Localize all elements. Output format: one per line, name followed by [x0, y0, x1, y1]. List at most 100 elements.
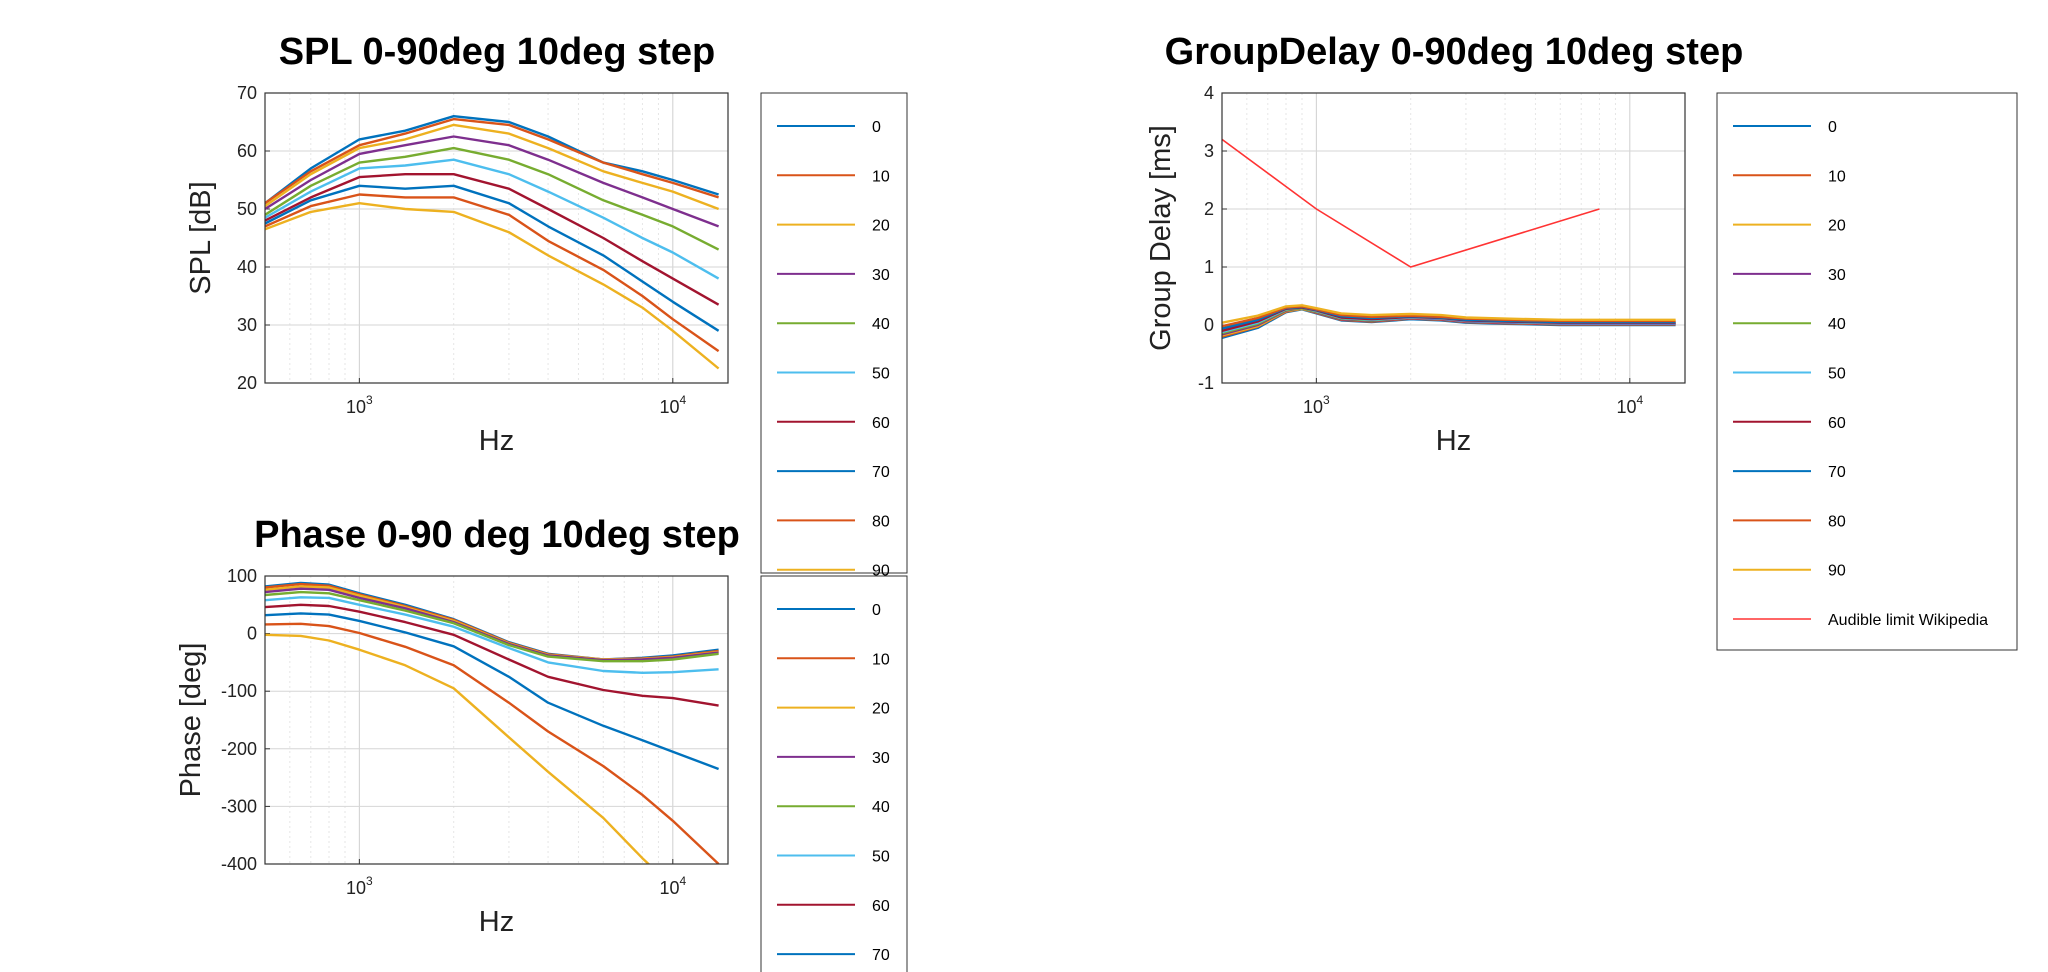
- spl-plot-area: [265, 93, 728, 383]
- gd-xtick-label: 103: [1303, 393, 1330, 417]
- gd-legend-label: 40: [1828, 316, 1846, 333]
- phase-axes-frame: [264, 575, 729, 865]
- spl-axes-frame: [264, 92, 729, 384]
- spl-series-30: [265, 135, 720, 228]
- phase-legend-label: 60: [872, 898, 890, 915]
- spl-legend: 0 10 20 30 40 50 60 70 80 90: [760, 92, 908, 580]
- gd-legend-label: 50: [1828, 366, 1846, 383]
- phase-series-80: [265, 622, 720, 864]
- phase-ytick-label: -400: [221, 854, 257, 874]
- spl-legend-label: 0: [872, 119, 881, 136]
- gd-xtick-base: 10: [1616, 397, 1636, 417]
- phase-xtick-label: 104: [659, 874, 686, 898]
- spl-xlabel: Hz: [479, 425, 514, 457]
- phase-legend-label: 10: [872, 651, 890, 668]
- gd-series-audible-limit: [1222, 138, 1600, 268]
- spl-legend-box: [760, 92, 908, 574]
- spl-series-0: [265, 114, 719, 205]
- spl-series-80: [265, 193, 720, 353]
- spl-ytick-label: 60: [237, 141, 257, 161]
- phase-chart: Phase 0-90 deg 10deg step -400 -300 -200 -10…: [175, 514, 908, 972]
- phase-xtick-base: 10: [346, 878, 366, 898]
- gd-legend-label: 0: [1828, 119, 1837, 136]
- gd-xlabel: Hz: [1436, 425, 1471, 457]
- phase-grid: [265, 576, 728, 864]
- spl-ytick-label: 70: [237, 83, 257, 103]
- gd-title: GroupDelay 0-90deg 10deg step: [1165, 31, 1744, 73]
- spl-ytick-label: 50: [237, 199, 257, 219]
- spl-series-10: [265, 117, 719, 205]
- spl-ylabel: SPL [dB]: [185, 181, 217, 294]
- phase-legend-label: 0: [872, 602, 881, 619]
- spl-title: SPL 0-90deg 10deg step: [279, 31, 715, 73]
- spl-legend-label: 70: [872, 464, 890, 481]
- spl-series-60: [265, 172, 720, 306]
- phase-ytick-label: -300: [221, 796, 257, 816]
- phase-ytick-label: 0: [247, 624, 257, 644]
- spl-xtick-base: 10: [346, 397, 366, 417]
- phase-xtick-base: 10: [659, 878, 679, 898]
- spl-xtick-exp: 3: [366, 393, 373, 407]
- gd-xtick-exp: 3: [1323, 393, 1330, 407]
- phase-ytick-label: 100: [227, 566, 257, 586]
- spl-series-group: [265, 114, 720, 370]
- gd-ytick-label: 1: [1204, 257, 1214, 277]
- spl-legend-label: 20: [872, 218, 890, 235]
- phase-series-60: [265, 603, 719, 707]
- spl-ytick-label: 20: [237, 373, 257, 393]
- spl-xtick-base: 10: [659, 397, 679, 417]
- gd-legend-label: 60: [1828, 415, 1846, 432]
- phase-series-50: [265, 596, 719, 674]
- gd-ytick-label: 2: [1204, 199, 1214, 219]
- phase-plot-area: [265, 576, 728, 864]
- gd-ytick-label: -1: [1198, 373, 1214, 393]
- spl-xtick-label: 103: [346, 393, 373, 417]
- spl-xtick-label: 104: [659, 393, 686, 417]
- spl-legend-label: 10: [872, 168, 890, 185]
- phase-title: Phase 0-90 deg 10deg step: [254, 514, 740, 556]
- phase-series-40: [265, 590, 719, 663]
- gd-legend-label: 70: [1828, 464, 1846, 481]
- spl-legend-label: 50: [872, 366, 890, 383]
- spl-ytick-label: 40: [237, 257, 257, 277]
- spl-ytick-label: 30: [237, 315, 257, 335]
- phase-legend-label: 70: [872, 947, 890, 964]
- gd-legend-label: 80: [1828, 513, 1846, 530]
- gd-xtick-label: 104: [1616, 393, 1643, 417]
- spl-series-90: [265, 201, 720, 370]
- gd-legend-label: 90: [1828, 563, 1846, 580]
- gd-axes-frame: [1221, 92, 1686, 384]
- spl-legend-label: 90: [872, 563, 890, 580]
- gd-legend-label: Audible limit Wikipedia: [1828, 612, 1988, 629]
- gd-ytick-label: 0: [1204, 315, 1214, 335]
- phase-xtick-label: 103: [346, 874, 373, 898]
- phase-legend-box: [760, 575, 908, 972]
- phase-ylabel: Phase [deg]: [175, 643, 207, 798]
- gd-series-90: [1222, 304, 1676, 324]
- spl-series-50: [265, 158, 720, 280]
- phase-series-90: [265, 633, 651, 864]
- spl-series-40: [265, 146, 720, 251]
- gd-xtick-base: 10: [1303, 397, 1323, 417]
- phase-xtick-exp: 3: [366, 874, 373, 888]
- phase-series-group: [265, 581, 720, 864]
- gd-legend-label: 30: [1828, 267, 1846, 284]
- phase-ytick-label: -100: [221, 681, 257, 701]
- gd-legend-label: 20: [1828, 218, 1846, 235]
- gd-ytick-label: 3: [1204, 141, 1214, 161]
- spl-legend-label: 80: [872, 513, 890, 530]
- gd-xtick-exp: 4: [1636, 393, 1643, 407]
- spl-series-20: [265, 123, 720, 211]
- gd-plot-area: [1222, 93, 1685, 383]
- spl-legend-label: 40: [872, 316, 890, 333]
- gd-legend: 0 10 20 30 40 50 60 70 80 90 Audible limit Wikiped…: [1716, 92, 2018, 651]
- spl-legend-label: 30: [872, 267, 890, 284]
- gd-grid: [1222, 93, 1685, 383]
- phase-legend-label: 50: [872, 849, 890, 866]
- spl-legend-label: 60: [872, 415, 890, 432]
- spl-series-70: [265, 184, 720, 332]
- phase-legend-label: 20: [872, 701, 890, 718]
